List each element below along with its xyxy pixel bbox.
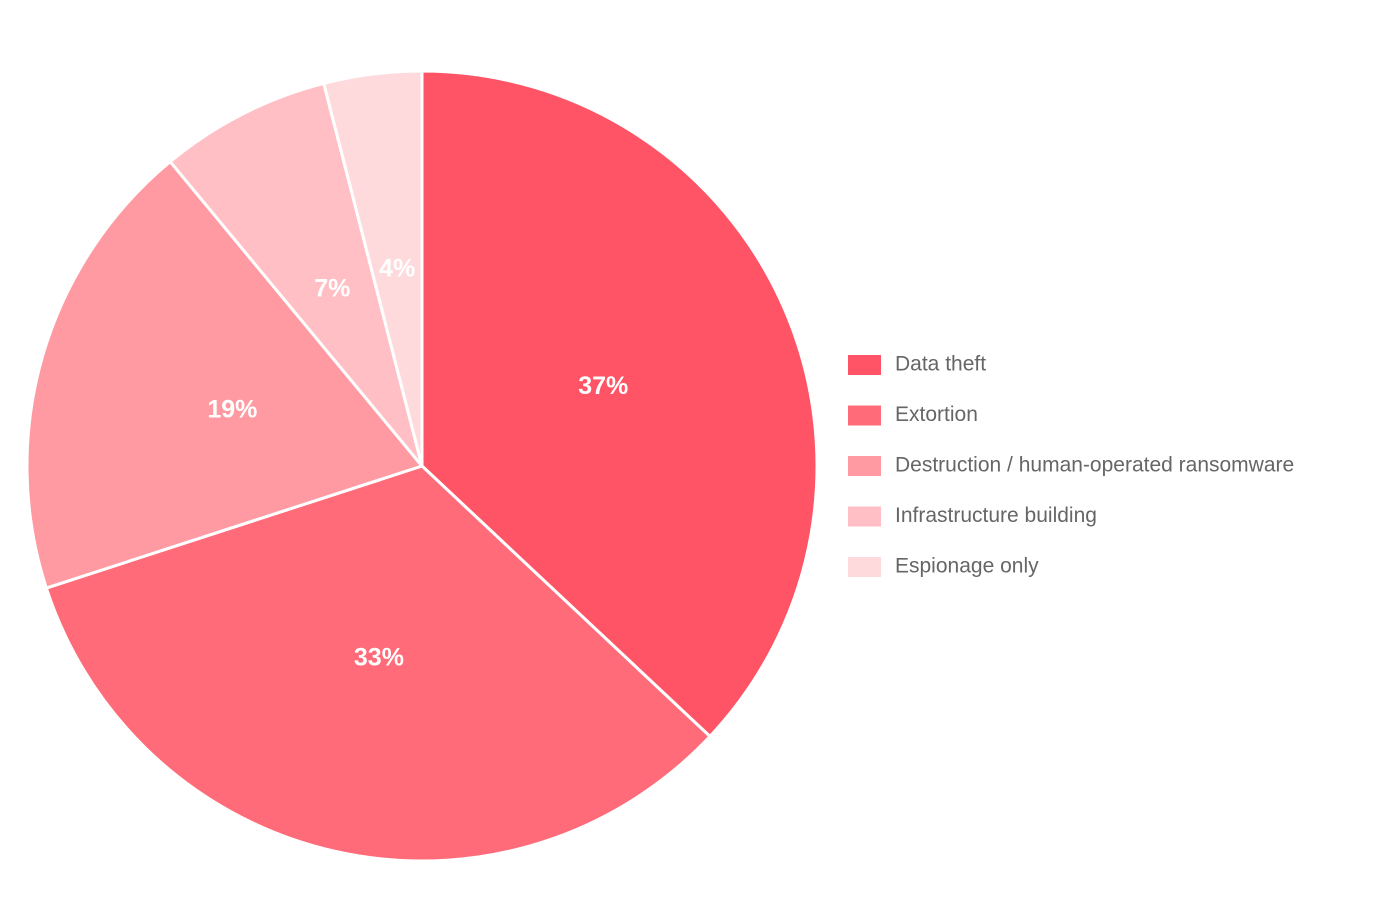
legend-swatch xyxy=(848,506,881,527)
legend-label: Destruction / human-operated ransomware xyxy=(895,454,1294,477)
legend-swatch xyxy=(848,355,881,375)
slice-label: 19% xyxy=(207,396,257,424)
legend-label: Infrastructure building xyxy=(895,504,1097,527)
slice-label: 4% xyxy=(379,255,415,283)
pie-slice xyxy=(44,464,713,863)
pie-slice xyxy=(321,69,424,467)
legend-swatch xyxy=(848,456,881,476)
slice-label: 33% xyxy=(354,643,404,671)
legend-swatch xyxy=(848,405,881,426)
legend-label: Extortion xyxy=(895,403,978,426)
pie-slice xyxy=(420,69,819,739)
legend-label: Espionage only xyxy=(895,555,1039,578)
pie-slice xyxy=(25,159,425,590)
slice-label: 37% xyxy=(578,372,628,400)
pie-slice xyxy=(168,81,424,467)
legend-swatch xyxy=(848,557,881,577)
slice-label: 7% xyxy=(314,275,350,303)
legend-label: Data theft xyxy=(895,353,986,376)
